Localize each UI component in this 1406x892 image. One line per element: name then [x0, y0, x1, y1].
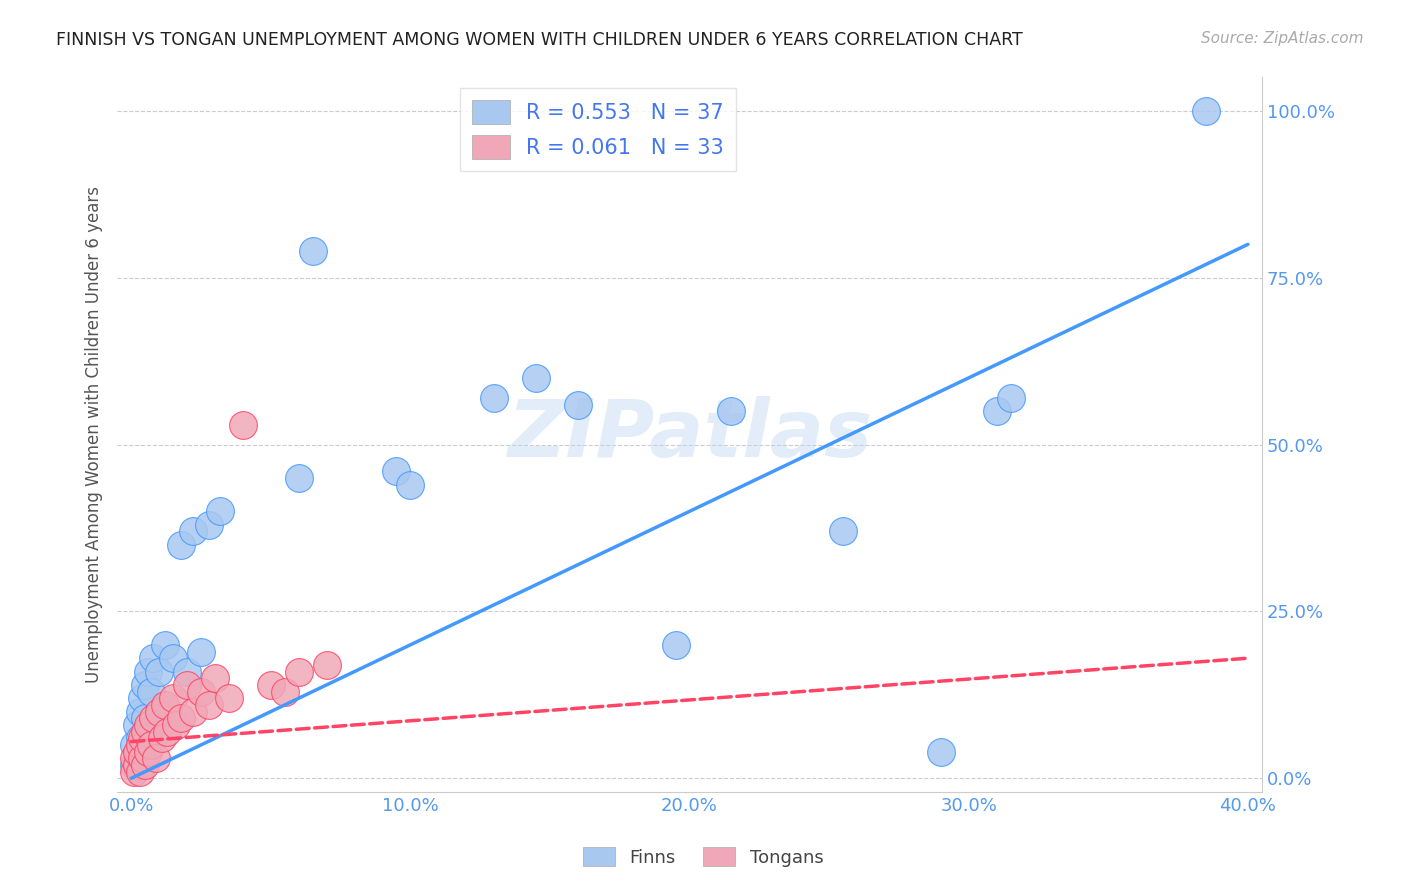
- Point: [125, 718, 148, 732]
- Point: [198, 517, 221, 532]
- Text: FINNISH VS TONGAN UNEMPLOYMENT AMONG WOMEN WITH CHILDREN UNDER 6 YEARS CORRELATI: FINNISH VS TONGAN UNEMPLOYMENT AMONG WOM…: [56, 31, 1024, 49]
- Point: [136, 718, 159, 732]
- Point: [122, 738, 145, 752]
- Point: [567, 398, 589, 412]
- Point: [1000, 391, 1022, 405]
- Point: [929, 745, 952, 759]
- Point: [122, 764, 145, 779]
- Point: [1195, 103, 1218, 118]
- Point: [165, 718, 187, 732]
- Point: [260, 678, 283, 692]
- Point: [273, 684, 295, 698]
- Point: [218, 691, 240, 706]
- Point: [832, 524, 855, 539]
- Point: [128, 764, 150, 779]
- Point: [139, 684, 162, 698]
- Point: [176, 665, 198, 679]
- Point: [232, 417, 254, 432]
- Legend: R = 0.553   N = 37, R = 0.061   N = 33: R = 0.553 N = 37, R = 0.061 N = 33: [460, 87, 737, 171]
- Point: [136, 745, 159, 759]
- Text: Source: ZipAtlas.com: Source: ZipAtlas.com: [1201, 31, 1364, 46]
- Point: [134, 758, 156, 772]
- Point: [176, 678, 198, 692]
- Point: [128, 738, 150, 752]
- Point: [125, 745, 148, 759]
- Point: [198, 698, 221, 712]
- Point: [122, 751, 145, 765]
- Point: [131, 745, 153, 759]
- Point: [131, 751, 153, 765]
- Point: [122, 758, 145, 772]
- Point: [720, 404, 742, 418]
- Point: [209, 504, 232, 518]
- Point: [136, 665, 159, 679]
- Point: [131, 731, 153, 746]
- Point: [150, 731, 173, 746]
- Point: [665, 638, 688, 652]
- Y-axis label: Unemployment Among Women with Children Under 6 years: Unemployment Among Women with Children U…: [86, 186, 103, 683]
- Point: [148, 665, 170, 679]
- Point: [134, 678, 156, 692]
- Point: [156, 724, 179, 739]
- Point: [131, 691, 153, 706]
- Point: [125, 758, 148, 772]
- Point: [385, 464, 408, 478]
- Point: [524, 371, 547, 385]
- Point: [482, 391, 505, 405]
- Point: [134, 724, 156, 739]
- Point: [190, 684, 212, 698]
- Point: [170, 711, 193, 725]
- Point: [142, 711, 165, 725]
- Point: [204, 671, 226, 685]
- Point: [162, 651, 184, 665]
- Point: [181, 524, 204, 539]
- Point: [399, 477, 422, 491]
- Point: [153, 698, 176, 712]
- Point: [170, 538, 193, 552]
- Point: [301, 244, 323, 258]
- Point: [181, 705, 204, 719]
- Point: [128, 705, 150, 719]
- Point: [128, 731, 150, 746]
- Point: [139, 738, 162, 752]
- Point: [125, 751, 148, 765]
- Point: [986, 404, 1008, 418]
- Point: [134, 711, 156, 725]
- Point: [145, 751, 167, 765]
- Point: [142, 651, 165, 665]
- Point: [190, 644, 212, 658]
- Point: [145, 718, 167, 732]
- Point: [162, 691, 184, 706]
- Point: [287, 471, 309, 485]
- Legend: Finns, Tongans: Finns, Tongans: [575, 840, 831, 874]
- Text: ZIPatlas: ZIPatlas: [508, 395, 872, 474]
- Point: [153, 638, 176, 652]
- Point: [148, 705, 170, 719]
- Point: [315, 657, 337, 672]
- Point: [287, 665, 309, 679]
